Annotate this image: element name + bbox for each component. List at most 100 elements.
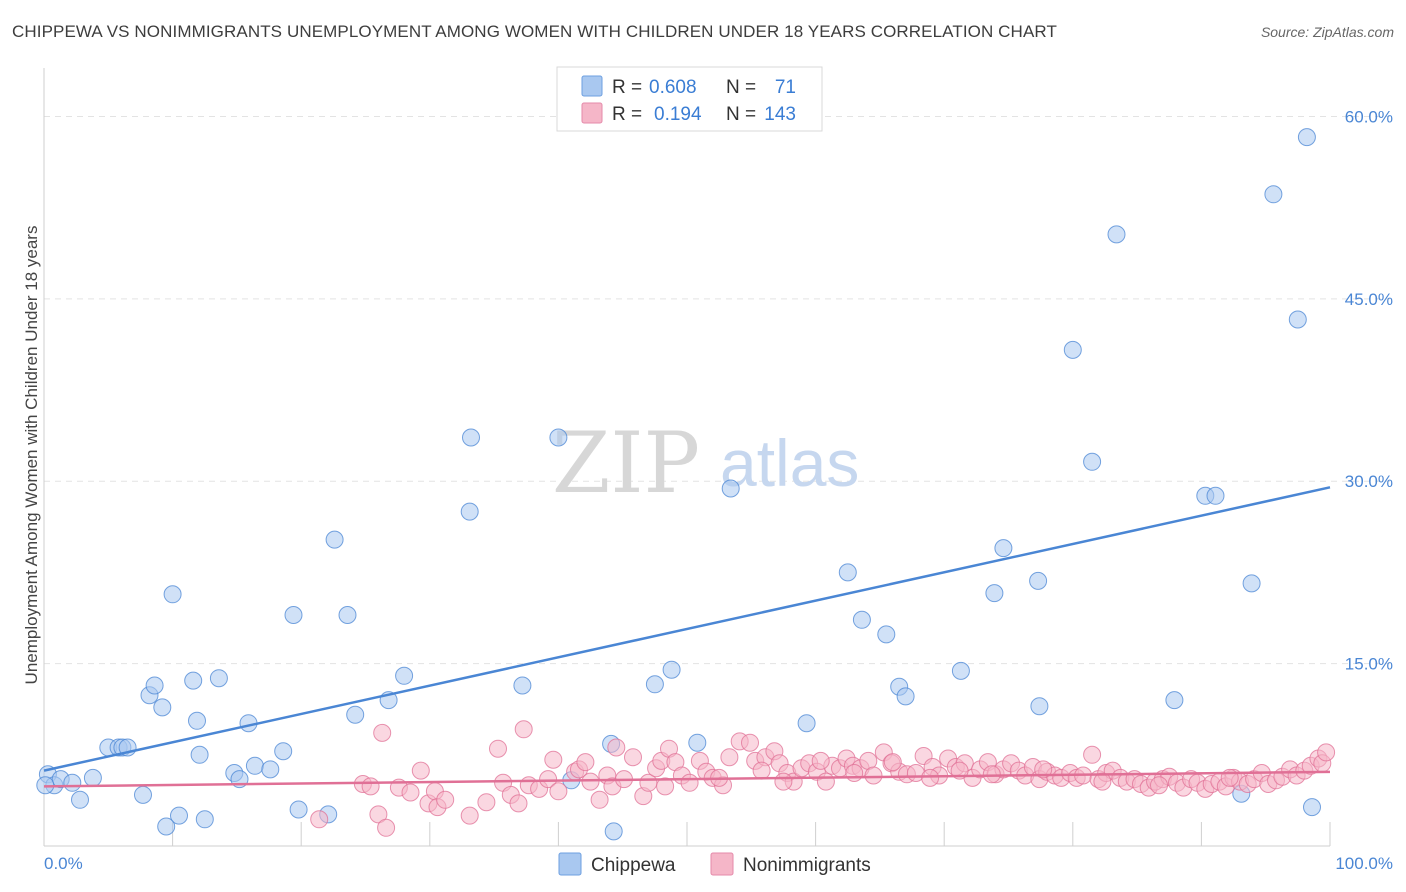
legend-n-value-2: 143 (764, 104, 796, 125)
data-point (377, 818, 396, 837)
data-point (1297, 128, 1316, 147)
data-point (590, 790, 609, 809)
data-point (145, 676, 164, 695)
legend-r-value-2: 0.194 (654, 104, 702, 125)
data-point (245, 756, 264, 775)
data-point (797, 714, 816, 733)
data-point (289, 800, 308, 819)
data-point (951, 661, 970, 680)
data-point (845, 764, 864, 782)
data-point (209, 669, 228, 688)
data-point (1029, 571, 1048, 590)
data-point (1093, 772, 1112, 791)
data-point (811, 751, 830, 770)
data-point (157, 817, 176, 836)
data-point (477, 793, 496, 812)
data-point (1242, 574, 1261, 593)
data-point (346, 705, 365, 724)
data-point (369, 805, 388, 824)
data-point (549, 428, 568, 447)
data-point (460, 502, 479, 521)
data-point (544, 750, 563, 769)
x-tick-label-min: 0.0% (44, 854, 83, 873)
legend-swatch-chippewa (581, 75, 603, 97)
source-label: Source: ZipAtlas.com (1260, 24, 1394, 40)
data-point (645, 675, 664, 694)
data-point (338, 606, 357, 624)
data-point (838, 563, 857, 582)
data-point (411, 761, 430, 780)
data-point (1150, 776, 1168, 795)
data-point (883, 753, 902, 772)
data-point (514, 720, 533, 739)
data-point (134, 785, 152, 804)
data-point (1317, 743, 1336, 762)
data-point (71, 790, 89, 809)
data-point (153, 698, 172, 717)
data-point (195, 810, 214, 829)
data-point (549, 782, 568, 801)
data-points (36, 128, 1336, 841)
data-point (852, 610, 871, 629)
data-point (864, 766, 883, 785)
legend-series: Chippewa Nonimmigrants (558, 852, 871, 876)
x-tick-label-max: 100.0% (1335, 854, 1393, 873)
watermark-atlas: atlas (720, 426, 859, 500)
data-point (63, 773, 82, 792)
data-point (361, 777, 380, 796)
data-point (188, 711, 206, 730)
y-axis-label: Unemployment Among Women with Children U… (22, 226, 41, 685)
legend-bottom-swatch-chippewa (558, 852, 582, 876)
data-point (539, 770, 558, 789)
data-point (741, 733, 759, 752)
data-point (816, 772, 835, 791)
data-point (877, 625, 896, 644)
data-point (1303, 798, 1321, 817)
series-nonimmigrants-points (310, 720, 1336, 837)
data-point (274, 742, 293, 761)
data-point (83, 768, 102, 787)
legend-r-label-1: R = (612, 77, 642, 98)
data-point (163, 585, 182, 604)
data-point (509, 794, 528, 813)
legend-r-label-2: R = (612, 104, 642, 125)
legend-stats: R = 0.608 N = 71 R = 0.194 N = 143 (556, 66, 823, 132)
data-point (401, 783, 420, 802)
axes (43, 68, 1331, 847)
data-point (395, 666, 414, 685)
data-point (982, 765, 1001, 784)
data-point (489, 739, 507, 758)
data-point (513, 676, 532, 695)
legend-bottom-label-chippewa: Chippewa (591, 855, 676, 876)
data-point (680, 773, 699, 792)
legend-r-value-1: 0.608 (649, 77, 697, 98)
data-point (604, 822, 623, 841)
data-point (1034, 760, 1053, 779)
y-tick-label: 45.0% (1345, 290, 1393, 309)
series-chippewa-points (36, 128, 1321, 841)
y-tick-label: 15.0% (1345, 655, 1393, 674)
legend-bottom-swatch-nonimmigrants (710, 852, 734, 876)
data-point (1165, 691, 1184, 710)
data-point (170, 806, 188, 825)
gridlines (44, 115, 1390, 665)
data-point (462, 428, 480, 447)
chart-title: CHIPPEWA VS NONIMMIGRANTS UNEMPLOYMENT A… (12, 22, 1057, 41)
data-point (1083, 745, 1102, 764)
data-point (373, 723, 392, 742)
y-tick-label: 30.0% (1345, 472, 1393, 491)
data-point (460, 806, 479, 825)
data-point (581, 772, 600, 791)
data-point (436, 790, 455, 809)
data-point (184, 671, 203, 690)
legend-bottom-label-nonimmigrants: Nonimmigrants (743, 855, 871, 876)
data-point (752, 761, 771, 780)
data-point (1206, 486, 1225, 505)
legend-n-label-2: N = (726, 104, 756, 125)
data-point (1030, 697, 1049, 716)
data-point (662, 660, 681, 679)
data-point (688, 733, 707, 752)
legend-swatch-nonimmigrants (581, 102, 603, 124)
data-point (921, 768, 940, 787)
